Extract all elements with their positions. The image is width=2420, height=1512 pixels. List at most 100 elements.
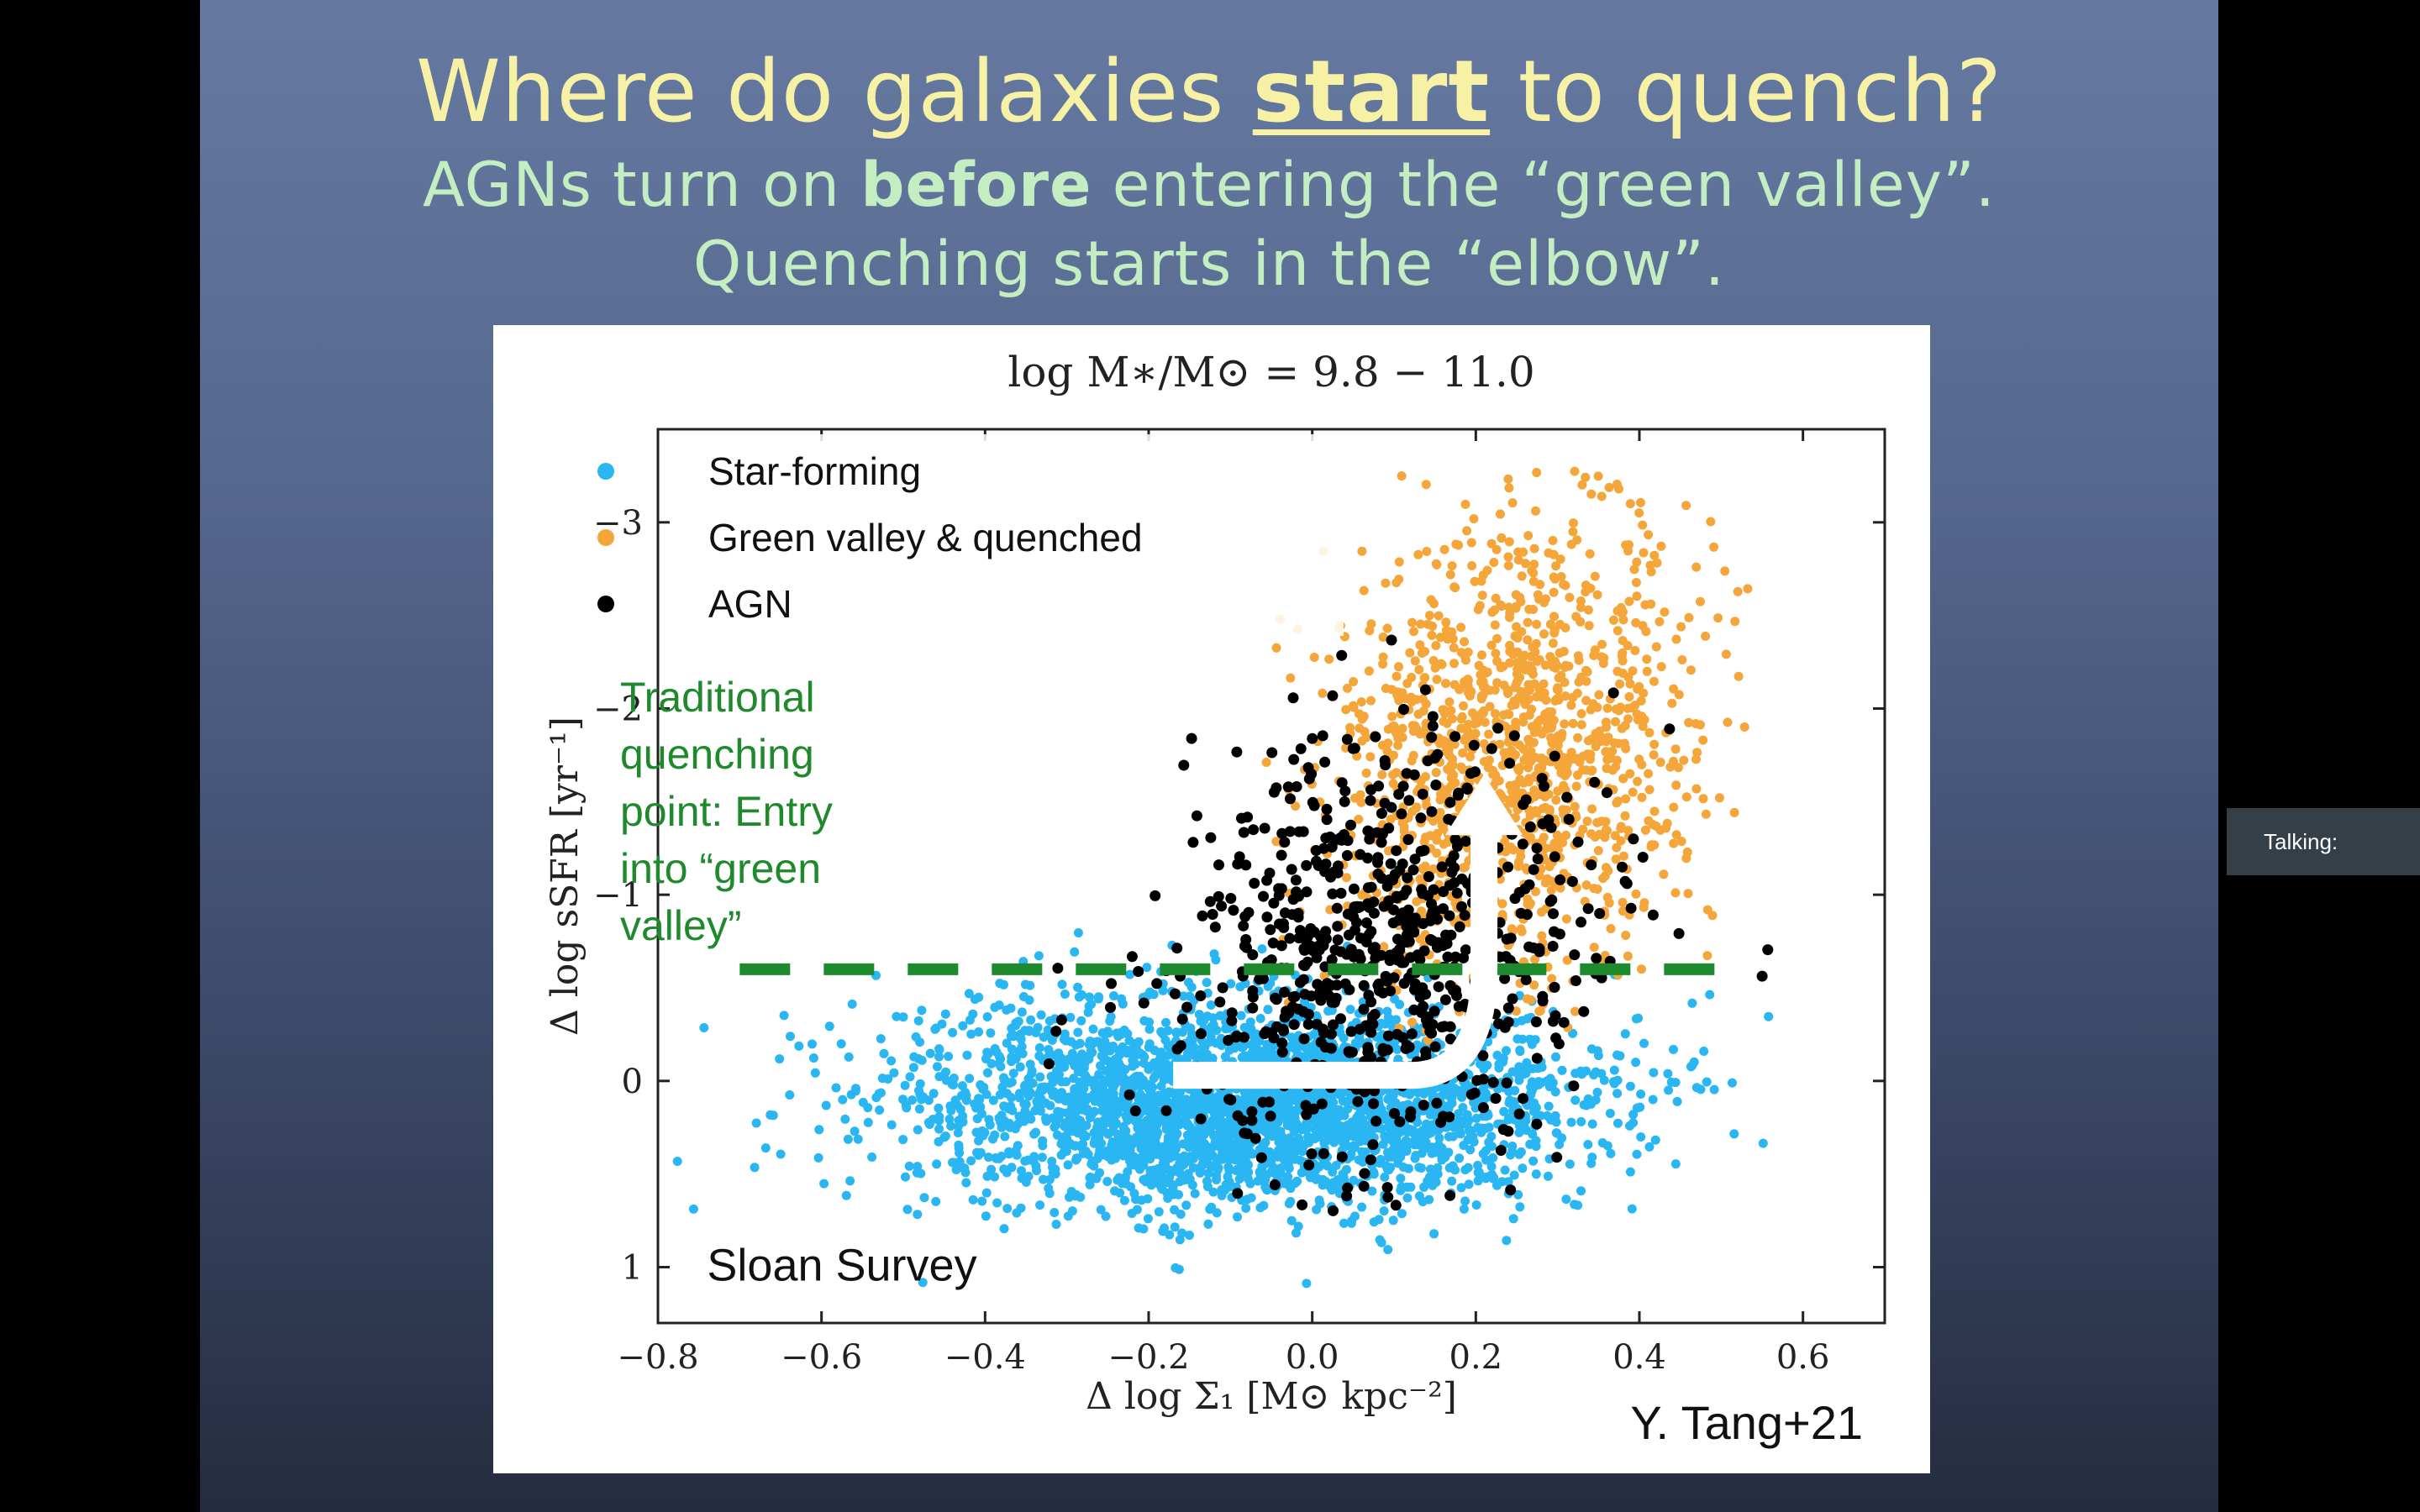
data-point: [1039, 1174, 1048, 1184]
data-point: [1381, 1019, 1391, 1029]
data-point: [908, 1063, 918, 1073]
data-point: [1535, 790, 1544, 800]
data-point: [997, 1082, 1007, 1092]
data-point: [1002, 1038, 1012, 1048]
data-point: [1634, 682, 1644, 691]
data-point: [1324, 654, 1334, 664]
data-point: [751, 1118, 761, 1128]
data-point: [1036, 1094, 1046, 1104]
data-point: [1044, 1045, 1054, 1054]
data-point: [996, 1062, 1006, 1072]
data-point: [1327, 1185, 1337, 1195]
data-point: [1039, 1082, 1049, 1092]
data-point: [1507, 798, 1518, 808]
data-point: [1549, 716, 1559, 725]
data-point: [1321, 1114, 1331, 1124]
data-point: [1357, 1130, 1367, 1139]
data-point: [1266, 747, 1278, 759]
data-point: [1067, 1206, 1077, 1216]
data-point: [1011, 1021, 1021, 1031]
data-point: [1249, 1132, 1261, 1144]
data-point: [1203, 1219, 1213, 1229]
data-point: [1642, 654, 1652, 664]
data-point: [1586, 749, 1596, 759]
data-point: [1261, 1184, 1271, 1194]
data-point: [1469, 514, 1479, 524]
data-point: [1460, 733, 1470, 743]
data-point: [1491, 648, 1501, 659]
data-point: [1607, 687, 1619, 699]
data-point: [1533, 1063, 1543, 1074]
data-point: [1357, 546, 1367, 556]
data-point: [1381, 1182, 1393, 1194]
data-point: [1561, 830, 1571, 840]
data-point: [1612, 480, 1622, 489]
data-point: [1269, 1119, 1279, 1129]
data-point: [1691, 562, 1702, 572]
data-point: [1357, 1147, 1367, 1157]
data-point: [1469, 1137, 1479, 1147]
data-point: [1178, 759, 1190, 771]
data-point: [1387, 711, 1397, 722]
data-point: [1576, 617, 1586, 627]
data-point: [1369, 1169, 1379, 1179]
data-point: [1691, 784, 1702, 794]
data-point: [1362, 853, 1374, 864]
data-point: [986, 1028, 996, 1038]
data-point: [850, 1126, 860, 1137]
data-point: [1373, 1106, 1383, 1116]
data-point: [1560, 691, 1570, 701]
data-point: [1505, 658, 1515, 668]
data-point: [900, 1080, 910, 1090]
data-point: [1307, 732, 1318, 744]
data-point: [1089, 1091, 1099, 1101]
data-point: [1684, 717, 1694, 727]
data-point: [1644, 1142, 1655, 1152]
data-point: [1709, 1084, 1719, 1095]
data-point: [1433, 981, 1444, 993]
data-point: [1411, 1151, 1421, 1160]
data-point: [1346, 1218, 1356, 1228]
data-point: [1530, 1035, 1540, 1045]
data-point: [1758, 1138, 1768, 1148]
data-point: [1447, 714, 1457, 724]
data-point: [960, 1163, 970, 1173]
data-point: [1623, 546, 1633, 556]
data-point: [1162, 1059, 1172, 1069]
data-point: [1674, 690, 1684, 700]
data-point: [1401, 885, 1413, 896]
data-point: [1402, 1193, 1413, 1203]
data-point: [1681, 853, 1691, 864]
data-point: [934, 1072, 944, 1082]
data-point: [1144, 1042, 1154, 1053]
data-point: [1660, 607, 1670, 617]
data-point: [1434, 1133, 1444, 1143]
data-point: [1318, 1147, 1329, 1159]
data-point: [999, 1101, 1009, 1111]
data-point: [1651, 642, 1661, 652]
data-point: [902, 1205, 913, 1215]
data-point: [1476, 1059, 1486, 1069]
data-point: [1118, 1145, 1128, 1155]
data-point: [1198, 1099, 1208, 1109]
data-point: [1606, 924, 1616, 933]
data-point: [1145, 1093, 1155, 1103]
data-point: [1582, 816, 1592, 827]
data-point: [1544, 790, 1554, 799]
data-point: [1525, 1139, 1535, 1149]
data-point: [1037, 1152, 1047, 1163]
data-point: [934, 1045, 944, 1055]
data-point: [1092, 1122, 1102, 1132]
data-point: [1407, 617, 1417, 627]
data-point: [1291, 781, 1302, 792]
data-point: [972, 1147, 981, 1158]
data-point: [1607, 753, 1616, 763]
data-point: [1463, 648, 1473, 657]
data-point: [1165, 1068, 1176, 1078]
data-point: [1636, 1089, 1646, 1099]
data-point: [1511, 813, 1521, 823]
data-point: [1195, 990, 1207, 1001]
data-point: [904, 1161, 914, 1171]
data-point: [1311, 952, 1323, 963]
data-point: [1315, 1199, 1325, 1209]
